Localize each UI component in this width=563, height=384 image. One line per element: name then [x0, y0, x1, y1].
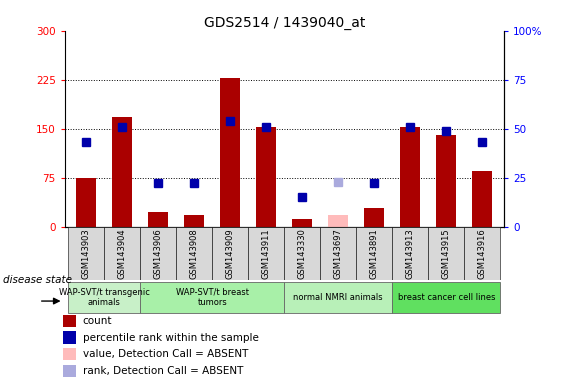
- Text: GSM143697: GSM143697: [334, 228, 343, 279]
- Text: normal NMRI animals: normal NMRI animals: [293, 293, 383, 302]
- Bar: [392, 227, 428, 280]
- Text: GSM143906: GSM143906: [154, 228, 163, 279]
- Bar: [292, 219, 312, 227]
- Text: WAP-SVT/t breast
tumors: WAP-SVT/t breast tumors: [176, 288, 249, 307]
- Bar: [221, 78, 240, 227]
- Bar: [140, 227, 176, 280]
- Bar: [77, 178, 96, 227]
- Bar: [364, 208, 384, 227]
- Text: GSM143915: GSM143915: [442, 228, 451, 279]
- Bar: [149, 212, 168, 227]
- Bar: [62, 365, 75, 377]
- Bar: [428, 227, 464, 280]
- Text: disease state: disease state: [3, 275, 72, 285]
- Bar: [185, 215, 204, 227]
- Text: count: count: [83, 316, 112, 326]
- Bar: [356, 227, 392, 280]
- Bar: [212, 227, 248, 280]
- Bar: [436, 135, 456, 227]
- Bar: [68, 227, 104, 280]
- Bar: [400, 127, 420, 227]
- Text: GSM143891: GSM143891: [370, 228, 379, 279]
- Text: GSM143911: GSM143911: [262, 228, 271, 279]
- Bar: [62, 315, 75, 327]
- Bar: [328, 215, 348, 227]
- Text: GSM143909: GSM143909: [226, 228, 235, 279]
- Text: value, Detection Call = ABSENT: value, Detection Call = ABSENT: [83, 349, 248, 359]
- Title: GDS2514 / 1439040_at: GDS2514 / 1439040_at: [204, 16, 365, 30]
- Bar: [392, 282, 501, 313]
- Bar: [472, 171, 492, 227]
- Text: GSM143904: GSM143904: [118, 228, 127, 279]
- Bar: [62, 348, 75, 361]
- Bar: [464, 227, 501, 280]
- Bar: [140, 282, 284, 313]
- Bar: [256, 127, 276, 227]
- Text: rank, Detection Call = ABSENT: rank, Detection Call = ABSENT: [83, 366, 243, 376]
- Text: WAP-SVT/t transgenic
animals: WAP-SVT/t transgenic animals: [59, 288, 150, 307]
- Bar: [62, 331, 75, 344]
- Bar: [68, 282, 140, 313]
- Bar: [113, 117, 132, 227]
- Bar: [248, 227, 284, 280]
- Text: GSM143913: GSM143913: [406, 228, 415, 279]
- Bar: [284, 282, 392, 313]
- Text: GSM143916: GSM143916: [478, 228, 487, 279]
- Text: GSM143908: GSM143908: [190, 228, 199, 279]
- Text: percentile rank within the sample: percentile rank within the sample: [83, 333, 258, 343]
- Text: breast cancer cell lines: breast cancer cell lines: [397, 293, 495, 302]
- Text: GSM143903: GSM143903: [82, 228, 91, 279]
- Bar: [284, 227, 320, 280]
- Bar: [104, 227, 140, 280]
- Text: GSM143330: GSM143330: [298, 228, 307, 279]
- Bar: [176, 227, 212, 280]
- Bar: [320, 227, 356, 280]
